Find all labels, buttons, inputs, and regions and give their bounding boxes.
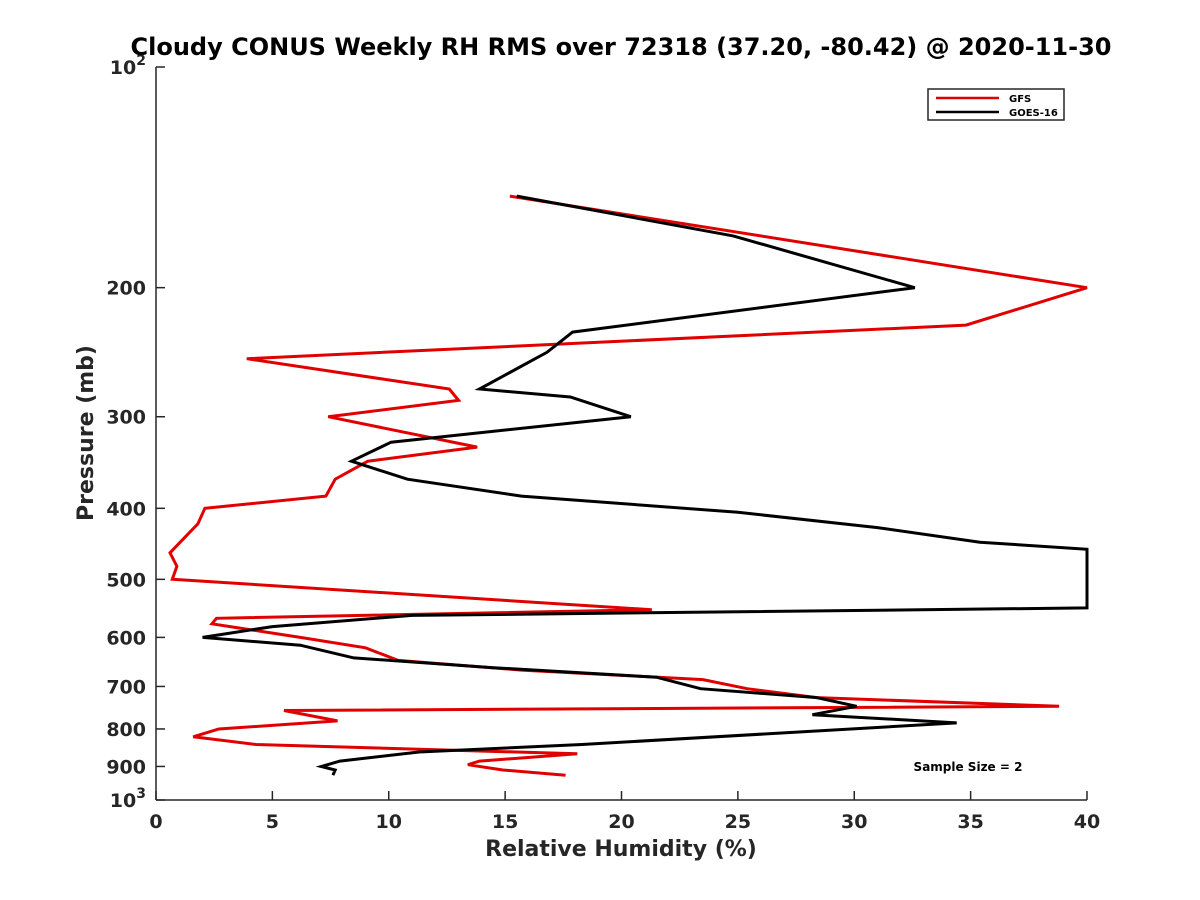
y-tick-label: 900 xyxy=(106,756,146,778)
x-tick-label: 0 xyxy=(149,811,162,833)
axes: 0 5 10 15 20 25 30 35 40 102 200 300 400 500 600 700 800… xyxy=(106,53,1100,833)
x-tick-label: 40 xyxy=(1074,811,1100,833)
y-tick-label: 400 xyxy=(106,498,146,520)
chart-title: Cloudy CONUS Weekly RH RMS over 72318 (3… xyxy=(131,33,1112,61)
x-tick-label: 35 xyxy=(957,811,983,833)
sample-size-annotation: Sample Size = 2 xyxy=(914,760,1023,774)
y-tick-label: 500 xyxy=(106,569,146,591)
y-tick-label: 200 xyxy=(106,278,146,300)
x-tick-label: 5 xyxy=(266,811,279,833)
series-lines xyxy=(168,194,1089,777)
y-tick-label: 103 xyxy=(110,786,146,812)
series-line-goes-16 xyxy=(202,194,1089,776)
series-line-gfs xyxy=(168,194,1088,777)
x-tick-label: 20 xyxy=(608,811,634,833)
y-tick-label: 700 xyxy=(106,676,146,698)
legend-box xyxy=(927,88,1065,121)
x-tick-label: 15 xyxy=(492,811,518,833)
legend: GFS GOES-16 xyxy=(927,88,1065,121)
y-axis-label: Pressure (mb) xyxy=(74,345,99,521)
legend-label-gfs: GFS xyxy=(1009,94,1031,105)
y-tick-label: 300 xyxy=(106,407,146,429)
y-tick-label: 800 xyxy=(106,719,146,741)
y-tick-label: 600 xyxy=(106,627,146,649)
y-tick-label: 102 xyxy=(110,53,146,79)
legend-label-goes-16: GOES-16 xyxy=(1009,108,1058,119)
x-tick-label: 30 xyxy=(841,811,867,833)
x-axis-label: Relative Humidity (%) xyxy=(485,837,757,862)
x-tick-label: 10 xyxy=(376,811,402,833)
x-tick-label: 25 xyxy=(725,811,751,833)
